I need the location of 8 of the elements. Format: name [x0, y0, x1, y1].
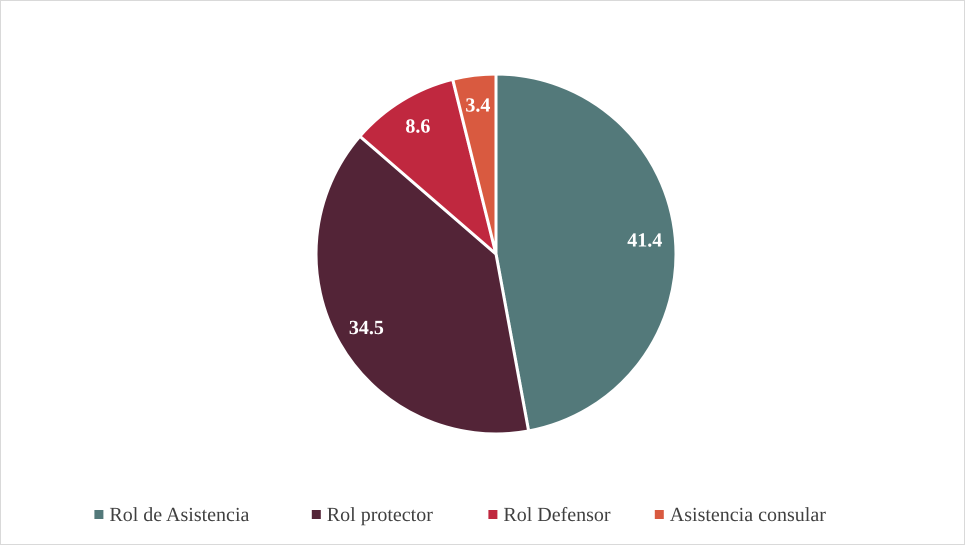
legend-label: Rol protector: [326, 504, 434, 526]
legend-label: Rol de Asistencia: [109, 504, 250, 526]
data-label: 8.6: [405, 116, 430, 138]
data-label: 34.5: [348, 317, 384, 340]
data-label: 41.4: [627, 229, 662, 252]
data-label: 3.4: [465, 94, 490, 117]
legend-label: Rol Defensor: [503, 504, 611, 526]
legend-label: Asistencia consular: [670, 504, 826, 526]
